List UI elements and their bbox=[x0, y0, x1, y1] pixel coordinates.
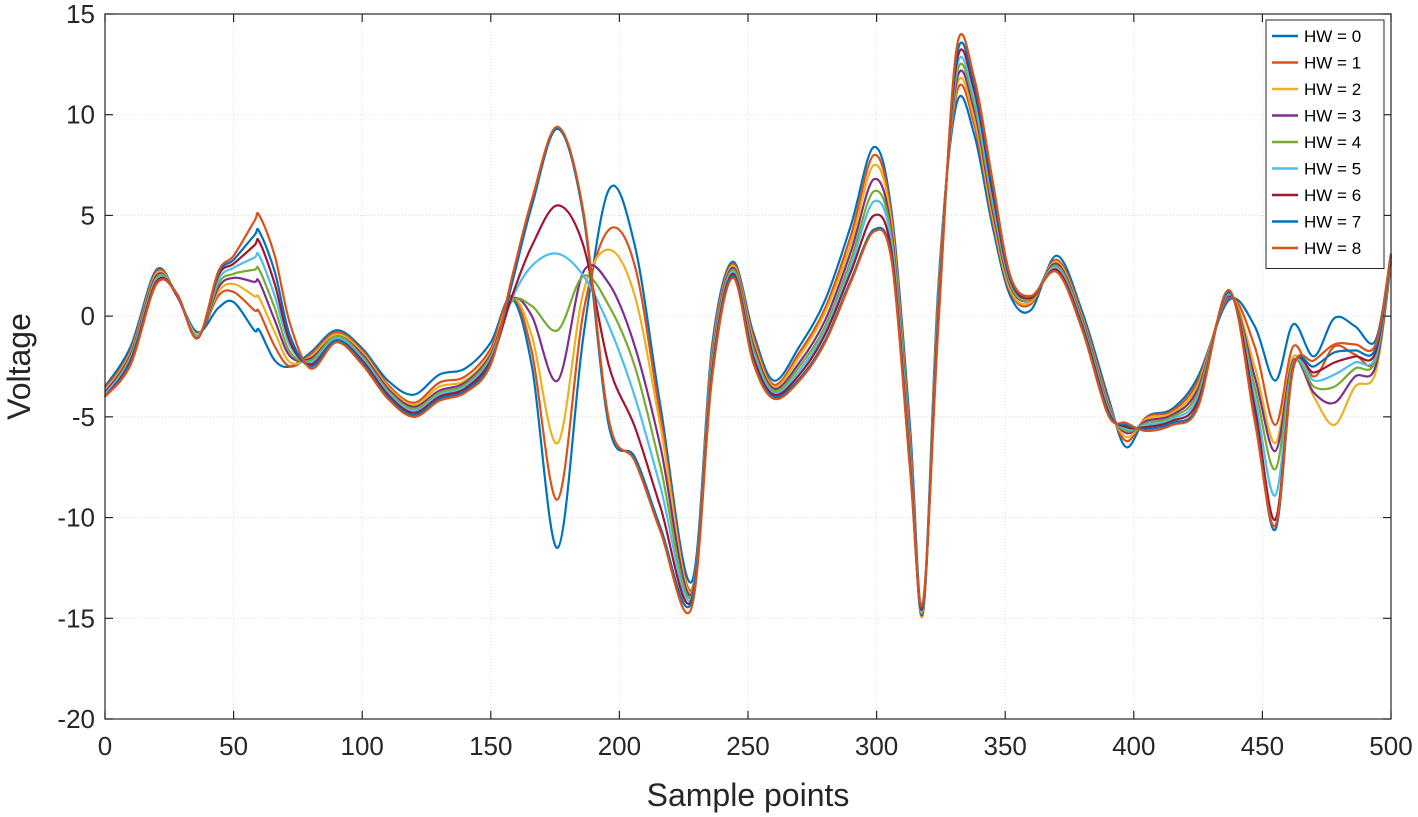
y-axis-title: Voltage bbox=[1, 313, 37, 420]
y-tick-label: 5 bbox=[81, 200, 95, 230]
legend-label: HW = 2 bbox=[1304, 80, 1361, 99]
x-tick-label: 450 bbox=[1241, 731, 1284, 761]
axis-ticks: 0 50 100 150 200 250 300 350 400 450 500-20-15-10-… bbox=[57, 0, 1412, 761]
x-tick-label: 0 bbox=[98, 731, 112, 761]
legend-label: HW = 4 bbox=[1304, 133, 1361, 152]
legend-label: HW = 1 bbox=[1304, 54, 1361, 73]
x-tick-label: 350 bbox=[984, 731, 1027, 761]
x-tick-label: 100 bbox=[341, 731, 384, 761]
legend-label: HW = 7 bbox=[1304, 213, 1361, 232]
y-tick-label: 15 bbox=[66, 0, 95, 29]
series-line-hw-7 bbox=[104, 41, 1393, 609]
x-tick-label: 400 bbox=[1112, 731, 1155, 761]
y-tick-label: 10 bbox=[66, 100, 95, 130]
y-tick-label: 0 bbox=[81, 301, 95, 331]
x-tick-label: 150 bbox=[469, 731, 512, 761]
y-tick-label: -5 bbox=[72, 402, 95, 432]
series-lines bbox=[104, 32, 1393, 619]
legend-label: HW = 6 bbox=[1304, 186, 1361, 205]
x-tick-label: 50 bbox=[219, 731, 248, 761]
legend-label: HW = 8 bbox=[1304, 239, 1361, 258]
y-tick-label: -20 bbox=[57, 704, 95, 734]
legend: HW = 0 HW = 1 HW = 2 HW = 3 HW = 4 HW = 5 HW =… bbox=[1265, 19, 1385, 269]
grid-lines bbox=[104, 13, 1392, 720]
x-tick-label: 250 bbox=[726, 731, 769, 761]
series-line-hw-8 bbox=[104, 32, 1393, 615]
x-tick-label: 200 bbox=[598, 731, 641, 761]
series-line-hw-2 bbox=[104, 76, 1393, 619]
x-axis-title: Sample points bbox=[647, 777, 850, 813]
series-line-hw-6 bbox=[104, 48, 1393, 611]
series-line-hw-4 bbox=[104, 62, 1393, 615]
x-tick-label: 500 bbox=[1369, 731, 1412, 761]
series-line-hw-1 bbox=[104, 83, 1393, 619]
series-line-hw-3 bbox=[104, 69, 1393, 617]
legend-label: HW = 0 bbox=[1304, 27, 1361, 46]
legend-label: HW = 3 bbox=[1304, 107, 1361, 126]
y-tick-label: -10 bbox=[57, 503, 95, 533]
legend-label: HW = 5 bbox=[1304, 160, 1361, 179]
y-tick-label: -15 bbox=[57, 603, 95, 633]
x-tick-label: 300 bbox=[855, 731, 898, 761]
series-line-hw-5 bbox=[104, 55, 1393, 613]
